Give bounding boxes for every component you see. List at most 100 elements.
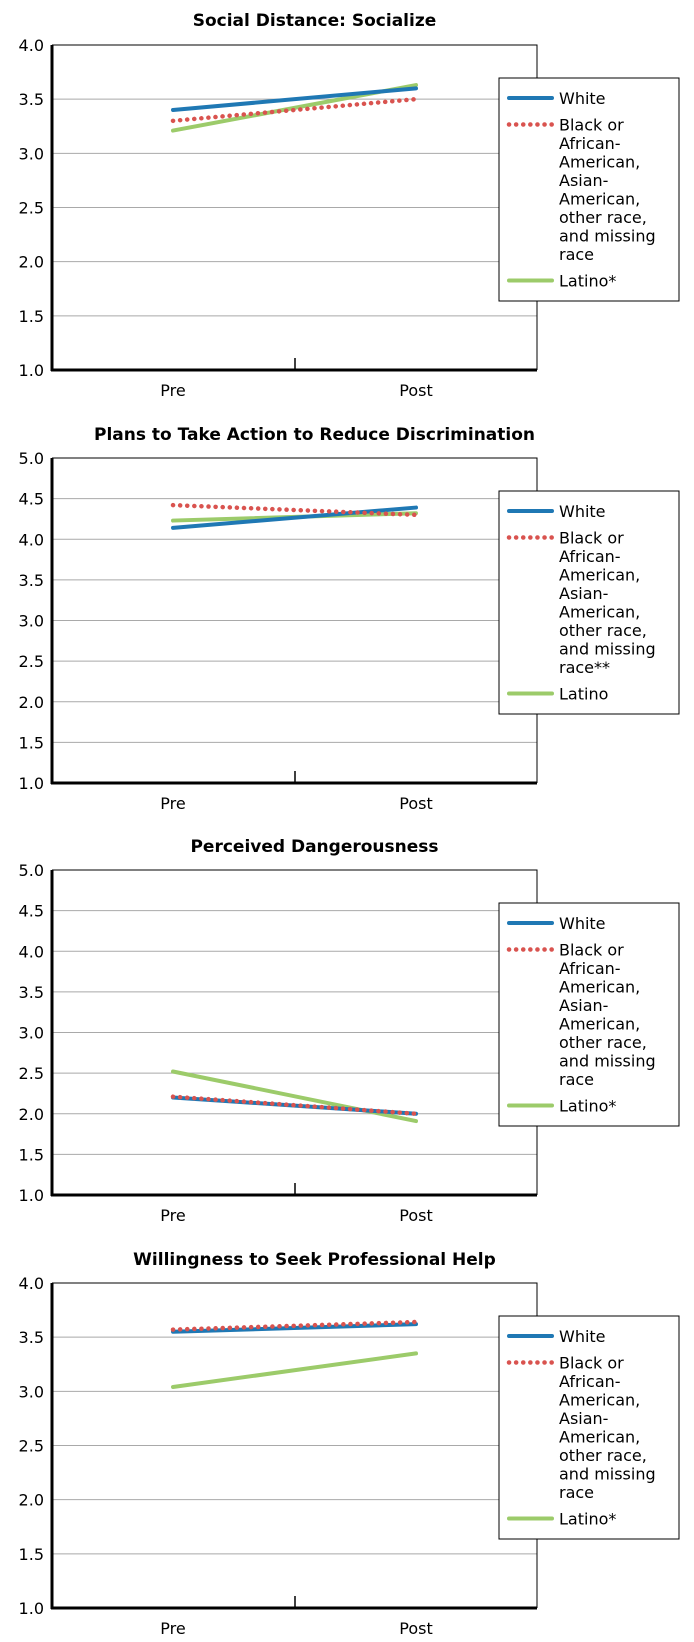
series-line [170,1094,419,1116]
legend-label-line: race** [559,658,610,677]
legend-label-line: American, [559,153,640,172]
x-tick-label: Pre [160,794,185,813]
legend-label: White [559,89,606,108]
chart-3: Perceived Dangerousness 1.0 1.5 2.0 2.5 3.0 3.… [19,837,680,1225]
legend-label-line: and missing [559,1052,656,1071]
y-tick-label: 2.5 [19,1064,44,1083]
legend-label-line: Asian- [559,1409,608,1428]
y-tick-label: 3.0 [19,1024,44,1043]
legend-label: Black or African-American, Asian-American,… [559,529,656,678]
series-line [170,1319,419,1332]
legend-label-line: Black or [559,941,624,960]
y-tick-label: 1.0 [19,361,44,380]
y-tick-label: 3.0 [19,1382,44,1401]
legend-label-line: White [559,914,606,933]
y-tick-label: 3.0 [19,144,44,163]
legend-box [498,490,680,715]
series-line [170,502,419,518]
chart-title: Social Distance: Socialize [193,11,437,31]
legend-label: White [559,502,606,521]
y-tick-label: 1.5 [19,1145,44,1164]
y-tick-label: 3.5 [19,90,44,109]
legend-label-line: Latino* [559,1097,616,1116]
y-tick-label: 2.0 [19,1491,44,1510]
legend-label-line: White [559,1327,606,1346]
y-tick-label: 1.5 [19,733,44,752]
legend-label-line: and missing [559,1465,656,1484]
legend-label-line: other race, [559,1446,647,1465]
legend-label-line: race [559,245,594,264]
legend-label-line: American, [559,603,640,622]
legend-label-line: American, [559,190,640,209]
legend-label-line: American, [559,566,640,585]
legend-label-line: other race, [559,621,647,640]
y-tick-label: 5.0 [19,449,44,468]
chart-title: Plans to Take Action to Reduce Discrimin… [94,425,535,445]
chart-1: Social Distance: Socialize 1.0 1.5 2.0 2.5 3.… [19,11,680,400]
series-line [171,505,418,530]
y-tick-label: 2.0 [19,1105,44,1124]
legend-label-line: African- [559,959,621,978]
y-tick-label: 3.5 [19,983,44,1002]
legend-label-line: Black or [559,529,624,548]
y-tick-label: 1.5 [19,1545,44,1564]
y-tick-label: 3.0 [19,612,44,631]
legend-label-line: American, [559,978,640,997]
legend-label-line: Black or [559,116,624,135]
legend-label: Latino* [559,1510,616,1529]
legend-label-line: American, [559,1428,640,1447]
chart-title: Perceived Dangerousness [190,837,438,857]
y-tick-label: 1.0 [19,1599,44,1618]
legend-label: Latino [559,685,608,704]
legend-label-line: American, [559,1015,640,1034]
legend-label: Black or African-American, Asian-American,… [559,1354,656,1503]
chart-title: Willingness to Seek Professional Help [133,1250,496,1270]
series-line [170,96,419,124]
legend-label-line: race [559,1483,594,1502]
y-tick-label: 5.0 [19,861,44,880]
chart-2: Plans to Take Action to Reduce Discrimin… [19,425,680,813]
legend-label-line: race [559,1070,594,1089]
y-tick-label: 2.0 [19,693,44,712]
x-tick-label: Pre [160,1619,185,1638]
legend-label: Black or African-American, Asian-American,… [559,116,656,265]
legend-label: White [559,914,606,933]
legend-label-line: Asian- [559,996,608,1015]
legend-label-line: and missing [559,640,656,659]
x-tick-label: Post [399,1206,432,1225]
series-line [171,1351,418,1389]
legend-label-line: Black or [559,1354,624,1373]
y-tick-label: 1.0 [19,774,44,793]
x-tick-label: Post [399,1619,432,1638]
legend-label-line: African- [559,1372,621,1391]
x-tick-label: Pre [160,1206,185,1225]
x-tick-label: Post [399,381,432,400]
y-tick-label: 2.5 [19,199,44,218]
y-tick-label: 4.5 [19,490,44,509]
y-tick-label: 3.5 [19,1328,44,1347]
y-tick-label: 2.0 [19,253,44,272]
legend-label-line: Latino* [559,1510,616,1529]
legend-label-line: African- [559,134,621,153]
legend-label-line: White [559,502,606,521]
y-tick-label: 4.0 [19,36,44,55]
legend-label: White [559,1327,606,1346]
legend-label-line: Asian- [559,171,608,190]
legend-label-line: African- [559,547,621,566]
series-line [171,1322,418,1334]
legend-label-line: other race, [559,1033,647,1052]
legend-label-line: Latino* [559,272,616,291]
x-tick-label: Pre [160,381,185,400]
legend-label-line: other race, [559,208,647,227]
y-tick-label: 2.5 [19,652,44,671]
legend-label: Latino* [559,1097,616,1116]
y-tick-label: 1.0 [19,1186,44,1205]
y-tick-label: 4.0 [19,1274,44,1293]
y-tick-label: 1.5 [19,307,44,326]
y-tick-label: 4.0 [19,530,44,549]
legend-label-line: White [559,89,606,108]
y-tick-label: 4.0 [19,942,44,961]
legend-label-line: Asian- [559,584,608,603]
y-tick-label: 2.5 [19,1437,44,1456]
